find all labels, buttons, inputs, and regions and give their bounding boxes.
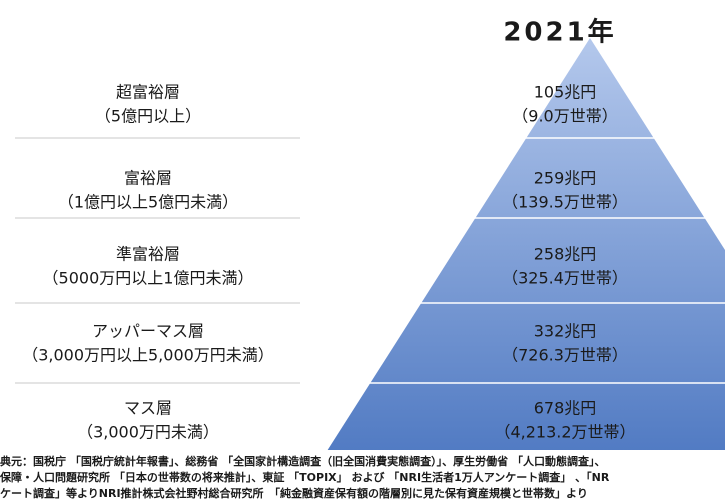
- title: 2021年: [503, 17, 616, 48]
- tier-range: （3,000万円未満）: [77, 423, 219, 442]
- tier-name: マス層: [124, 399, 172, 418]
- tier-assets: 105兆円: [534, 83, 597, 102]
- pyramid: [320, 38, 725, 462]
- tier-assets: 258兆円: [534, 245, 597, 264]
- source-line: 保障・人口問題研究所 「日本の世帯数の将来推計」、東証 「TOPIX」 および …: [0, 470, 610, 484]
- tier-name: 超富裕層: [116, 83, 180, 102]
- tier-name: 準富裕層: [116, 245, 180, 264]
- source-line: ケート調査」等よりNRI推計株式会社野村総合研究所 「純金融資産保有額の階層別に…: [0, 486, 588, 500]
- source-line: 典元：国税庁 「国税庁統計年報書」、総務省 「全国家計構造調査（旧全国消費実態調…: [0, 454, 606, 468]
- tier-range: （5000万円以上1億円未満）: [43, 269, 254, 288]
- source-background: [0, 450, 725, 500]
- tier-range: （5億円以上）: [95, 107, 201, 126]
- tier-households: （9.0万世帯）: [512, 107, 617, 126]
- tier-assets: 259兆円: [534, 169, 597, 188]
- tier-households: （4,213.2万世帯）: [494, 423, 635, 442]
- tier-assets: 678兆円: [534, 399, 597, 418]
- tier-range: （1億円以上5億円未満）: [58, 193, 238, 212]
- tier-range: （3,000万円以上5,000万円未満）: [22, 346, 274, 365]
- tier-name: アッパーマス層: [92, 322, 204, 341]
- tier-assets: 332兆円: [534, 322, 597, 341]
- tier-households: （325.4万世帯）: [502, 269, 628, 288]
- tier-name: 富裕層: [124, 169, 172, 188]
- tier-households: （139.5万世帯）: [502, 193, 628, 212]
- tier-households: （726.3万世帯）: [502, 346, 628, 365]
